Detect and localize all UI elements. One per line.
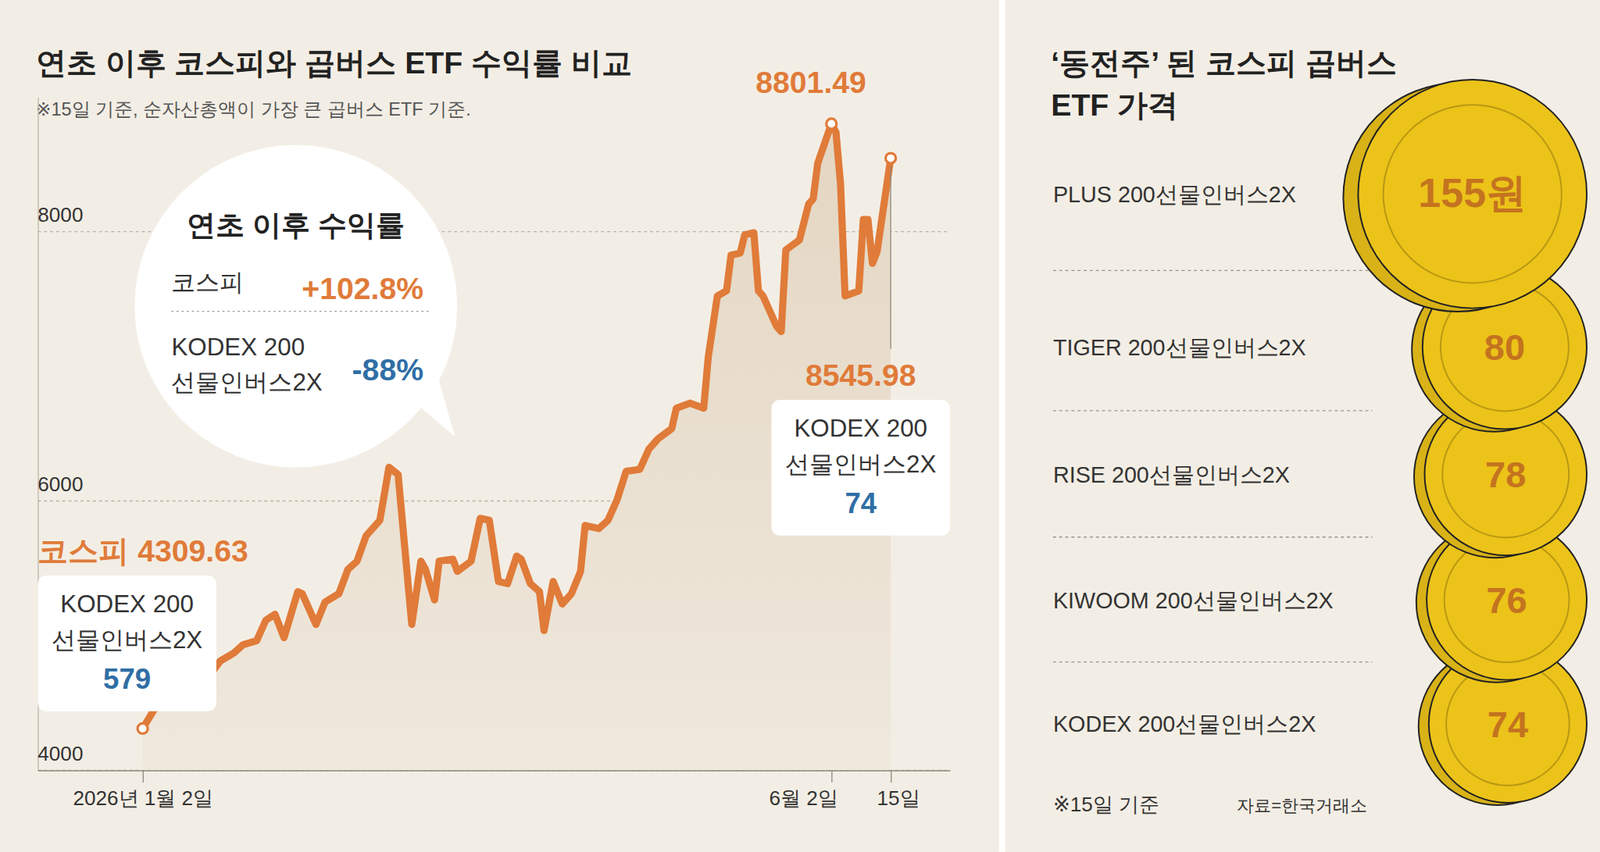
point-marker xyxy=(826,118,837,129)
row-separator xyxy=(1053,661,1373,663)
x-tick-label: 15일 xyxy=(876,786,920,811)
box-name-line: 선물인버스2X xyxy=(51,626,203,654)
callout-name-line: KODEX 200 xyxy=(171,333,305,361)
point-marker xyxy=(137,723,148,734)
row-name: PLUS 200선물인버스2X xyxy=(1053,182,1297,208)
box-name: KODEX 200 선물인버스2X xyxy=(785,414,936,479)
x-tick: 15일 xyxy=(876,770,920,811)
y-tick: 6000 xyxy=(37,472,83,502)
y-tick-label: 4000 xyxy=(37,742,83,766)
callout: 연초 이후 수익률코스피 +102.8% KODEX 200 선물인버스2X -88% xyxy=(134,145,458,468)
row-name: TIGER 200선물인버스2X xyxy=(1053,335,1307,361)
coin-ring xyxy=(1383,104,1562,283)
y-tick-label: 8000 xyxy=(37,203,83,227)
background xyxy=(0,0,1600,852)
coin-label: 78 xyxy=(1485,453,1526,496)
coin-panel: ‘동전주’ 된 코스피 곱버스 ETF 가격 PLUS 200선물인버스2X TIGE… xyxy=(999,0,1587,852)
source: 자료=한국거래소 xyxy=(1236,796,1368,816)
subtitle: ※15일 기준, 순자산총액이 가장 큰 곱버스 ETF 기준. xyxy=(35,99,472,120)
chart-root: 연초 이후 코스피와 곱버스 ETF 수익률 비교 ※15일 기준, 순자산총액이… xyxy=(0,0,1600,852)
coin: 155원 xyxy=(1342,79,1587,312)
leader-line xyxy=(889,166,891,350)
callout-value: +102.8% xyxy=(301,271,424,306)
annotation: 코스피 4309.63 xyxy=(37,534,248,568)
box-value: 579 xyxy=(103,663,151,696)
annotation: 8801.49 xyxy=(755,65,867,100)
point-marker xyxy=(885,153,897,164)
line-panel: 연초 이후 코스피와 곱버스 ETF 수익률 비교 ※15일 기준, 순자산총액이… xyxy=(35,46,951,811)
callout-bubble xyxy=(134,145,458,468)
note: ※15일 기준 xyxy=(1053,792,1160,817)
box-name-line: 선물인버스2X xyxy=(785,450,936,479)
panel-divider xyxy=(999,0,1006,852)
value-box xyxy=(771,400,950,536)
row-separator xyxy=(1053,410,1373,411)
coin-label: 80 xyxy=(1484,326,1525,368)
box-name-line: KODEX 200 xyxy=(793,414,928,443)
y-tick: 8000 xyxy=(37,203,83,233)
x-axis: 2026년 1월 2일 6월 2일 15일 xyxy=(38,770,951,811)
x-tick-mark xyxy=(831,770,833,783)
title-line: ‘동전주’ 된 코스피 곱버스 xyxy=(1050,46,1397,80)
title: ‘동전주’ 된 코스피 곱버스 ETF 가격 xyxy=(1050,46,1397,122)
coin xyxy=(1357,79,1587,309)
x-tick-label: 6월 2일 xyxy=(768,786,838,811)
callout-name-line: 코스피 xyxy=(171,268,244,297)
row-separator xyxy=(1053,536,1373,538)
x-tick-mark xyxy=(890,770,892,783)
callout-title: 연초 이후 수익률 xyxy=(186,209,405,242)
row-name: KIWOOM 200선물인버스2X xyxy=(1053,588,1334,614)
y-tick: 4000 xyxy=(37,742,83,772)
row-name: KODEX 200선물인버스2X xyxy=(1053,711,1317,737)
coins: 74 76 78 80 155원 xyxy=(1342,79,1587,806)
y-tick-label: 6000 xyxy=(37,472,83,497)
coin-label: 76 xyxy=(1485,579,1527,622)
annotations: KODEX 200 선물인버스2X 579 KODEX 200 선물인버스2X 74 코스피… xyxy=(37,65,950,711)
x-tick-mark xyxy=(142,770,144,783)
box-name: KODEX 200 선물인버스2X xyxy=(51,590,203,654)
chart-svg: 연초 이후 코스피와 곱버스 ETF 수익률 비교 ※15일 기준, 순자산총액이… xyxy=(0,0,1600,852)
x-axis-line xyxy=(38,770,951,772)
callout-value: -88% xyxy=(352,353,424,387)
box-name-line: KODEX 200 xyxy=(60,590,194,618)
callout-name: 코스피 xyxy=(171,268,244,297)
x-tick-label: 2026년 1월 2일 xyxy=(72,786,214,811)
row-name: RISE 200선물인버스2X xyxy=(1053,462,1290,488)
box-value: 74 xyxy=(844,487,877,520)
callout-separator xyxy=(171,310,429,312)
x-tick: 2026년 1월 2일 xyxy=(72,770,214,811)
title-line: ETF 가격 xyxy=(1050,88,1179,122)
callout-name-line: 선물인버스2X xyxy=(171,368,322,397)
coin-label: 155원 xyxy=(1417,170,1527,216)
annotation: 8545.98 xyxy=(805,358,917,393)
title: 연초 이후 코스피와 곱버스 ETF 수익률 비교 xyxy=(35,46,633,80)
callout-name: KODEX 200 선물인버스2X xyxy=(171,333,322,397)
row-separator xyxy=(1053,270,1373,272)
coin-label: 74 xyxy=(1487,703,1529,746)
x-tick: 6월 2일 xyxy=(768,770,838,811)
value-box xyxy=(37,575,217,712)
